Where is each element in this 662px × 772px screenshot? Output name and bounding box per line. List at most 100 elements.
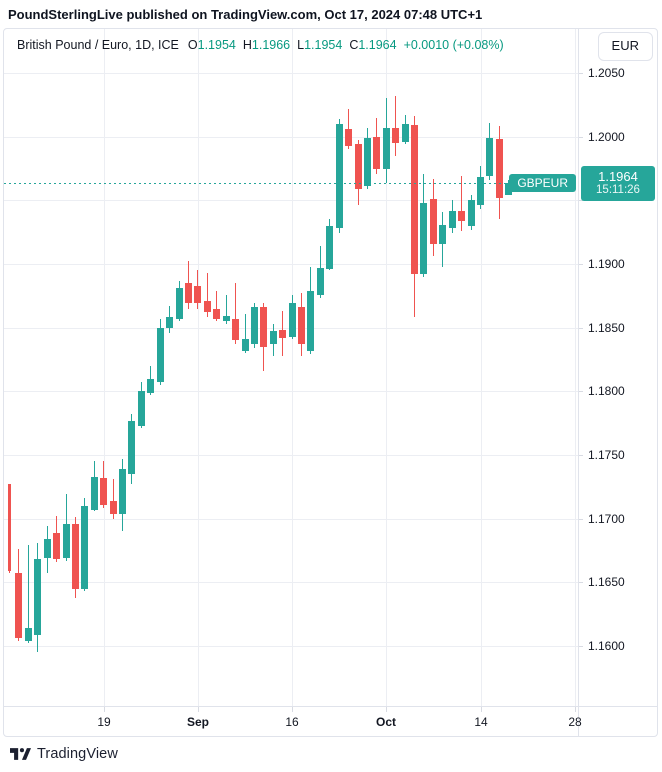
time-axis-label: 16 [285, 715, 299, 729]
ohlc-close-value: 1.1964 [358, 38, 397, 52]
candle-body [307, 291, 314, 351]
price-axis-label: 1.1800 [588, 384, 625, 398]
candle-wick [28, 545, 29, 643]
horizontal-gridline [4, 391, 578, 392]
attribution-text: PoundSterlingLive published on TradingVi… [8, 7, 483, 22]
horizontal-gridline [4, 200, 578, 201]
ohlc-high-value: 1.1966 [251, 38, 291, 52]
candle-body [100, 478, 107, 505]
candle-body [128, 421, 135, 474]
ohlc-open-label: O [187, 38, 198, 52]
ohlc-low-label: L [297, 38, 305, 52]
symbol-price-flag: GBPEUR [509, 174, 576, 192]
ohlc-low-value: 1.1954 [304, 38, 343, 52]
candle-wick [216, 291, 217, 321]
time-axis-label: 28 [568, 715, 582, 729]
price-axis-label: 1.1750 [588, 448, 625, 462]
price-axis-tick [579, 73, 583, 74]
candle-body [119, 469, 126, 514]
candle-body [147, 379, 154, 393]
candle-body [439, 225, 446, 244]
candle-body [15, 573, 22, 638]
ohlc-close-label: C [349, 38, 359, 52]
candle-body [251, 307, 258, 344]
price-axis-tick [579, 519, 583, 520]
candle-body [336, 124, 343, 228]
candle-body [355, 144, 362, 189]
last-price-badge: 1.1964 15:11:26 [581, 166, 655, 201]
candle-wick [235, 283, 236, 344]
price-axis-label: 1.2050 [588, 66, 625, 80]
vertical-gridline [575, 29, 576, 706]
time-axis-label: 19 [97, 715, 111, 729]
time-axis[interactable]: 19 Sep 16 Oct 14 28 [4, 706, 657, 736]
price-axis[interactable]: 1.2050 1.2000 1.1900 1.1850 1.1800 1.1750 1.17… [578, 29, 657, 736]
horizontal-gridline [4, 455, 578, 456]
price-axis-label: 1.2000 [588, 130, 625, 144]
last-price-line [4, 183, 578, 184]
tradingview-brand-text: TradingView [37, 746, 118, 762]
candle-body [411, 125, 418, 274]
price-axis-tick [579, 200, 583, 201]
candle-body [364, 138, 371, 186]
candle-body [298, 307, 305, 344]
horizontal-gridline [4, 73, 578, 74]
candle-wick [461, 176, 462, 231]
tradingview-logo-icon [10, 747, 31, 761]
price-axis-tick [579, 582, 583, 583]
candle-body [213, 309, 220, 319]
candle-wick [113, 479, 114, 519]
candle-body [232, 319, 239, 340]
time-axis-tick [386, 707, 387, 712]
candle-body [44, 539, 51, 558]
candle-body [138, 391, 145, 426]
vertical-gridline [386, 29, 387, 706]
candle-body [91, 477, 98, 510]
candle-body [176, 288, 183, 319]
chart-legend: British Pound / Euro, 1D, ICE O1.1954 H1.1… [17, 38, 504, 52]
candle-body [383, 128, 390, 169]
price-axis-label: 1.1700 [588, 512, 625, 526]
ohlc-high-label: H [242, 38, 252, 52]
candle-body [157, 328, 164, 382]
ohlc-high: H1.1966 [243, 38, 290, 52]
time-axis-tick [481, 707, 482, 712]
candle-body [402, 124, 409, 142]
vertical-gridline [481, 29, 482, 706]
price-axis-tick [579, 328, 583, 329]
candle-body [458, 211, 465, 221]
candle-body [34, 559, 41, 635]
candle-body [110, 501, 117, 514]
time-axis-tick [198, 707, 199, 712]
candle-body [185, 283, 192, 303]
price-axis-label: 1.1850 [588, 321, 625, 335]
price-axis-tick [579, 391, 583, 392]
candle-body [223, 316, 230, 321]
candle-body [326, 226, 333, 269]
candle-body [166, 317, 173, 328]
price-axis-tick [579, 137, 583, 138]
time-axis-label: Sep [186, 715, 210, 729]
vertical-gridline [292, 29, 293, 706]
price-axis-tick [579, 646, 583, 647]
tradingview-brand-link[interactable]: TradingView [10, 746, 118, 762]
candle-body [72, 524, 79, 589]
horizontal-gridline [4, 519, 578, 520]
candle-body [63, 524, 70, 558]
candle-body [345, 129, 352, 146]
candle-body [420, 203, 427, 274]
chart-pane[interactable]: GBPEUR [4, 29, 578, 706]
time-axis-tick [575, 707, 576, 712]
horizontal-gridline [4, 137, 578, 138]
price-axis-label: 1.1650 [588, 575, 625, 589]
last-price-value: 1.1964 [598, 169, 638, 184]
currency-button[interactable]: EUR [597, 32, 653, 61]
last-price-time: 15:11:26 [596, 184, 640, 196]
candle-body [194, 286, 201, 303]
candle-body [270, 331, 277, 344]
time-axis-tick [292, 707, 293, 712]
chart-widget: GBPEUR British Pound / Euro, 1D, ICE O1.1… [3, 28, 658, 737]
candle-body [279, 330, 286, 338]
time-axis-label: Oct [375, 715, 397, 729]
price-axis-tick [579, 455, 583, 456]
